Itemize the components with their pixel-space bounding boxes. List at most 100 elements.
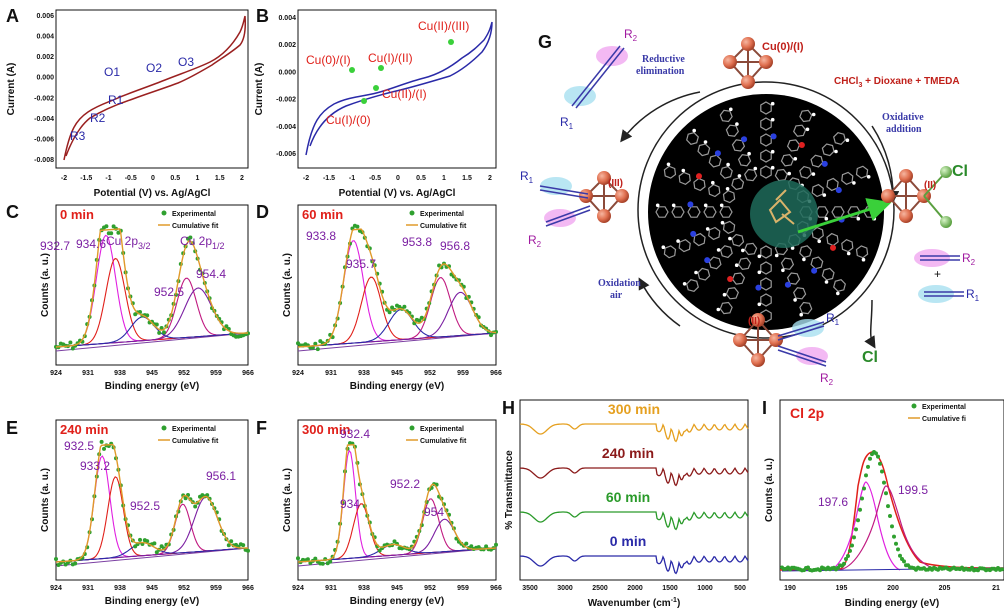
r2-top: R2 xyxy=(624,27,638,43)
x-tick-label: 959 xyxy=(210,370,222,377)
cumulative-fit xyxy=(297,228,497,348)
r1-right: R1 xyxy=(966,287,980,303)
x-tick-label: 924 xyxy=(50,370,62,377)
experimental-point xyxy=(866,464,870,469)
marker-cu-i-ii xyxy=(378,65,384,71)
ftir-curve xyxy=(520,554,749,575)
experimental-point xyxy=(868,456,872,461)
experimental-point xyxy=(224,324,229,329)
x-tick-label: -0.5 xyxy=(369,175,381,182)
r2-bottom: R2 xyxy=(820,371,834,387)
experimental-point xyxy=(315,347,320,352)
experimental-point xyxy=(159,326,164,330)
x-tick-label: 1.5 xyxy=(462,175,472,182)
experimental-point xyxy=(890,524,894,529)
peak-label: 933.8 xyxy=(306,229,336,243)
x-tick-label: 952 xyxy=(178,585,190,592)
active-site-glow xyxy=(750,180,818,248)
x-tick-label: 931 xyxy=(325,585,337,592)
x-axis-title: Binding energy (eV) xyxy=(105,596,199,607)
panel-d: D Experimental Cumulative fit 60 min 933.8 93… xyxy=(256,202,502,392)
y-axis-title-i: Counts (a. u.) xyxy=(764,458,775,522)
experimental-point xyxy=(858,507,862,512)
x-tick-label: 1.5 xyxy=(215,175,225,182)
x-tick-label: 952 xyxy=(424,585,436,592)
experimental-point xyxy=(70,346,75,351)
experimental-point xyxy=(882,480,886,485)
experimental-point xyxy=(844,557,848,561)
cl-bottom: Cl xyxy=(862,349,878,366)
x-ticks-i: 190 195 200 205 21 xyxy=(784,585,1000,592)
cv-curve-b xyxy=(305,21,493,156)
experimental-point xyxy=(854,527,858,532)
label-left-cluster: (III) xyxy=(608,178,623,189)
y-tick-label: -0.004 xyxy=(34,116,54,123)
experimental-point xyxy=(848,548,852,553)
xps-component xyxy=(297,308,497,348)
r2-right: R2 xyxy=(962,251,976,267)
experimental-point xyxy=(104,224,109,229)
r2-left: R2 xyxy=(528,233,542,249)
x-tick-label: 959 xyxy=(210,585,222,592)
panel-letter-a: A xyxy=(6,6,19,26)
svg-text:Cumulative fi: Cumulative fi xyxy=(922,416,966,423)
cl-envelope-fit xyxy=(779,451,1004,571)
reaction-conditions: CHCl3 + Dioxane + TMEDA xyxy=(834,76,960,89)
experimental-point xyxy=(874,451,878,456)
y-tick-label: 0.006 xyxy=(36,13,54,20)
legend-experimental: Experimental xyxy=(420,211,464,218)
experimental-point xyxy=(355,224,360,229)
x-axis-title-b: Potential (V) vs. Ag/AgCl xyxy=(339,188,456,199)
x-tick-label: -1 xyxy=(105,175,111,182)
x-tick-label: 195 xyxy=(836,585,848,592)
peak-label: 952.2 xyxy=(390,477,420,491)
experimental-point xyxy=(296,556,300,561)
x-tick-label: 924 xyxy=(50,585,62,592)
experimental-point xyxy=(157,330,162,335)
label-top-cluster: Cu(0)/(I) xyxy=(762,41,804,53)
plus-sign: + xyxy=(934,267,941,281)
experimental-point xyxy=(310,345,315,350)
experimental-point xyxy=(68,340,73,345)
panel-letter-d: D xyxy=(256,202,269,222)
step-oxidative-2: addition xyxy=(886,124,922,135)
peak-label: 954.4 xyxy=(196,267,226,281)
peak-label: 934.6 xyxy=(76,237,106,251)
experimental-point xyxy=(876,454,880,459)
x-tick-label: 966 xyxy=(242,370,254,377)
experimental-point xyxy=(886,504,890,509)
label-right-cluster: (II) xyxy=(924,180,936,191)
experimental-point xyxy=(878,461,882,466)
plot-frame-a xyxy=(55,9,249,169)
experimental-point xyxy=(864,473,868,478)
x-tick-label: 0 xyxy=(151,175,155,182)
zoom-arrow xyxy=(797,198,892,234)
x-tick-label: 1500 xyxy=(662,585,678,592)
experimental-point xyxy=(888,514,892,518)
experimental-point xyxy=(313,341,318,346)
y-axis-title: Counts (a. u.) xyxy=(282,253,293,317)
label-cu-i-ii: Cu(I)/(II) xyxy=(368,51,413,65)
y-tick-label: -0.006 xyxy=(276,151,296,158)
time-label: 0 min xyxy=(60,207,94,222)
x-axis-title: Binding energy (eV) xyxy=(350,381,444,392)
x-tick-label: 938 xyxy=(358,585,370,592)
y-tick-label: 0.004 xyxy=(278,15,296,22)
panel-letter-g: G xyxy=(538,32,552,52)
experimental-point xyxy=(154,550,159,555)
experimental-point xyxy=(102,446,106,451)
xps-component xyxy=(55,234,249,348)
experimental-point xyxy=(229,539,234,544)
label-r1: R1 xyxy=(108,93,124,107)
label-r2: R2 xyxy=(90,111,106,125)
x-tick-label: 2500 xyxy=(592,585,608,592)
x-tick-label: 938 xyxy=(114,585,126,592)
ftir-label-60: 60 min xyxy=(606,489,650,505)
experimental-point xyxy=(305,557,310,562)
x-tick-label: -1 xyxy=(349,175,355,182)
plot-frame xyxy=(297,419,497,581)
experimental-point xyxy=(193,504,198,509)
experimental-point xyxy=(417,318,422,323)
step-reductive-1: Reductive xyxy=(642,54,685,65)
r2-highlight-bottom xyxy=(796,347,828,365)
